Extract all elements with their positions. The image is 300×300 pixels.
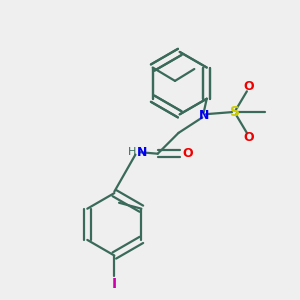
Text: S: S	[230, 105, 240, 119]
Text: N: N	[137, 146, 147, 159]
Text: O: O	[243, 131, 254, 144]
Text: O: O	[182, 147, 193, 160]
Text: O: O	[243, 80, 254, 93]
Text: I: I	[112, 277, 117, 291]
Text: H: H	[128, 147, 136, 157]
Text: N: N	[199, 109, 209, 122]
